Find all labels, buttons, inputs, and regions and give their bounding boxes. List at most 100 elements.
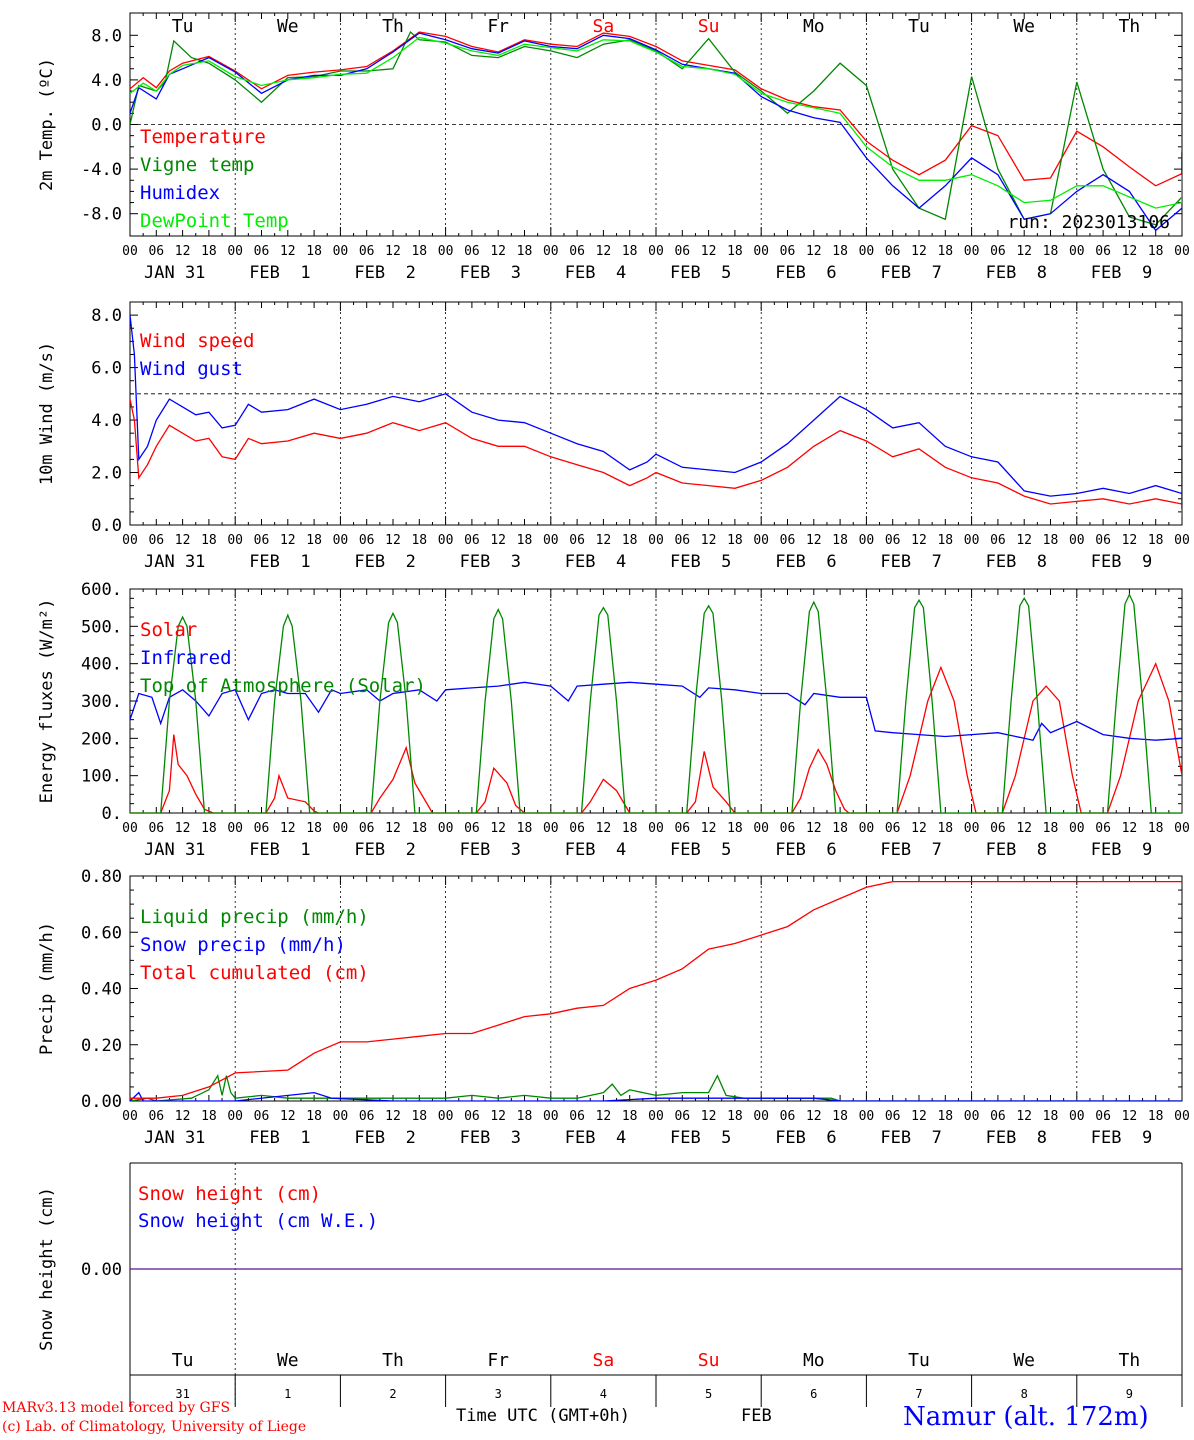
hour-tick-label: 12 (490, 1109, 506, 1124)
hour-tick-label: 12 (1016, 244, 1032, 259)
hour-tick-label: 00 (122, 244, 138, 259)
hour-tick-label: 00 (543, 244, 559, 259)
hour-tick-label: 00 (753, 821, 769, 836)
hour-tick-label: 12 (490, 821, 506, 836)
hour-tick-label: 06 (990, 1109, 1006, 1124)
panel-temp: 8.0 4.0 0.0 -4.0 -8.0 2m Temp. (ºC) Temperatur… (37, 12, 1190, 283)
date-label: FEB 3 (460, 552, 521, 572)
hour-tick-label: 00 (438, 244, 454, 259)
hour-tick-label: 12 (385, 244, 401, 259)
hour-tick-label: 18 (937, 821, 953, 836)
hour-tick-label: 18 (201, 533, 217, 548)
y-tick-label: 100. (81, 767, 122, 787)
hour-tick-label: 00 (543, 821, 559, 836)
series-line-top-of-atmosphere-solar- (130, 593, 1182, 813)
hour-tick-label: 06 (359, 244, 375, 259)
legend-entry: Wind gust (140, 358, 243, 380)
hour-tick-label: 18 (411, 1109, 427, 1124)
hour-tick-label: 06 (674, 821, 690, 836)
legend-entry: Snow precip (mm/h) (140, 934, 346, 956)
day-of-week-label: Tu (908, 1350, 930, 1371)
hour-tick-label: 12 (1016, 821, 1032, 836)
hour-tick-label: 00 (964, 821, 980, 836)
hour-tick-label: 18 (201, 1109, 217, 1124)
date-label: FEB 3 (460, 1128, 521, 1148)
hour-tick-label: 18 (411, 821, 427, 836)
hour-tick-label: 18 (937, 1109, 953, 1124)
hour-tick-label: 00 (859, 1109, 875, 1124)
hour-tick-label: 00 (859, 533, 875, 548)
hour-tick-label: 12 (175, 1109, 191, 1124)
date-label: FEB 7 (880, 1128, 941, 1148)
hour-tick-label: 18 (1043, 821, 1059, 836)
hour-tick-label: 06 (148, 1109, 164, 1124)
hour-tick-label: 00 (648, 244, 664, 259)
y-tick-label: 0.40 (81, 980, 122, 1000)
hour-tick-label: 18 (727, 244, 743, 259)
y-tick-label: 4.0 (91, 71, 122, 91)
hour-tick-label: 06 (464, 533, 480, 548)
y-tick-label: 6.0 (91, 359, 122, 379)
hour-tick-label: 18 (306, 533, 322, 548)
hour-tick-label: 00 (438, 1109, 454, 1124)
date-label: FEB 2 (354, 1128, 415, 1148)
hour-tick-label: 06 (464, 244, 480, 259)
date-label: FEB 5 (670, 552, 731, 572)
hour-tick-label: 06 (359, 1109, 375, 1124)
series-line-wind-speed (130, 398, 1182, 518)
hour-tick-label: 12 (385, 1109, 401, 1124)
hour-tick-label: 18 (1043, 244, 1059, 259)
y-tick-label: 600. (81, 580, 122, 600)
hour-tick-label: 12 (701, 821, 717, 836)
hour-tick-label: 06 (674, 244, 690, 259)
hour-tick-label: 00 (753, 1109, 769, 1124)
hour-tick-label: 00 (1069, 533, 1085, 548)
legend-entry: Humidex (140, 182, 220, 204)
day-of-week-label: Th (382, 16, 404, 37)
series-line-total-cumulated-cm- (130, 880, 1182, 1099)
day-of-week-label: Mo (803, 16, 825, 37)
day-of-week-label: Su (698, 16, 720, 37)
date-label: FEB 9 (1091, 552, 1152, 572)
hour-tick-label: 00 (227, 533, 243, 548)
hour-tick-label: 06 (674, 1109, 690, 1124)
date-label: FEB 5 (670, 1128, 731, 1148)
hour-tick-label: 06 (990, 244, 1006, 259)
date-label: FEB 8 (986, 263, 1047, 283)
hour-tick-label: 00 (122, 533, 138, 548)
station-label: Namur (alt. 172m) (903, 1402, 1149, 1432)
date-label: FEB 2 (354, 263, 415, 283)
hour-tick-label: 06 (254, 821, 270, 836)
series-line-humidex (130, 32, 1182, 232)
hour-tick-label: 18 (622, 244, 638, 259)
date-label: FEB 9 (1091, 263, 1152, 283)
hour-tick-label: 00 (1174, 244, 1190, 259)
hour-tick-label: 18 (937, 244, 953, 259)
date-label: FEB 1 (249, 552, 310, 572)
hour-tick-label: 06 (885, 244, 901, 259)
y-tick-label: 8.0 (91, 306, 122, 326)
hour-tick-label: 06 (569, 1109, 585, 1124)
hour-tick-label: 00 (333, 533, 349, 548)
hour-tick-label: 06 (780, 1109, 796, 1124)
hour-tick-label: 00 (648, 821, 664, 836)
hour-tick-label: 06 (1095, 1109, 1111, 1124)
date-label: FEB 6 (775, 552, 836, 572)
hour-tick-label: 00 (333, 244, 349, 259)
hour-tick-label: 06 (148, 821, 164, 836)
hour-tick-label: 00 (227, 244, 243, 259)
date-label: JAN 31 (144, 552, 205, 572)
date-label: FEB 2 (354, 552, 415, 572)
hour-tick-label: 00 (859, 244, 875, 259)
hour-tick-label: 06 (780, 533, 796, 548)
hour-tick-label: 06 (990, 533, 1006, 548)
hour-tick-label: 12 (596, 821, 612, 836)
legend-entry: Snow height (cm) (138, 1183, 321, 1205)
hour-tick-label: 00 (122, 1109, 138, 1124)
day-of-week-label: We (277, 16, 299, 37)
day-of-week-label: Su (698, 1350, 720, 1371)
date-label: JAN 31 (144, 263, 205, 283)
hour-tick-label: 00 (1069, 1109, 1085, 1124)
hour-tick-label: 18 (517, 1109, 533, 1124)
hour-tick-label: 12 (596, 1109, 612, 1124)
